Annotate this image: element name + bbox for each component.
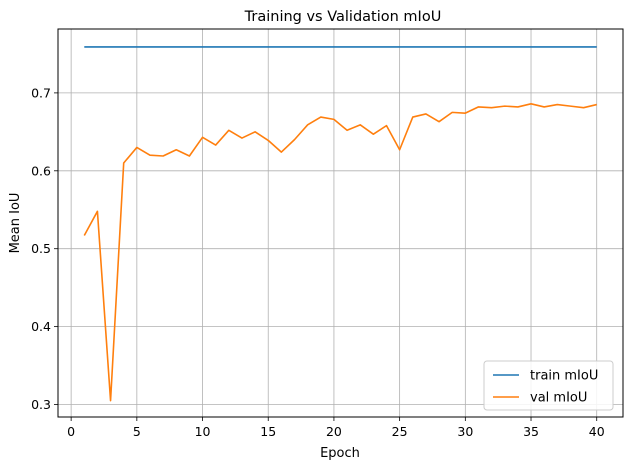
x-tick-label: 40 [589, 424, 605, 439]
y-tick-label: 0.7 [31, 85, 51, 100]
legend: train mIoU val mIoU [483, 360, 614, 411]
chart-title: Training vs Validation mIoU [244, 9, 442, 25]
x-tick-label: 25 [392, 424, 408, 439]
x-tick-label: 15 [260, 424, 276, 439]
x-tick-label: 20 [326, 424, 342, 439]
x-tick-label: 10 [195, 424, 211, 439]
y-tick-label: 0.3 [31, 397, 51, 412]
x-axis-title: Epoch [320, 446, 360, 461]
series-lines [83, 46, 597, 402]
y-tick-label: 0.5 [31, 241, 51, 256]
series-line-val-miou [83, 103, 597, 402]
x-tick-label: 0 [67, 424, 75, 439]
legend-label-val-miou: val mIoU [530, 391, 587, 406]
x-tick-label: 30 [457, 424, 473, 439]
x-tick-label: 5 [133, 424, 141, 439]
grid [58, 29, 623, 417]
y-axis-title: Mean IoU [8, 193, 23, 254]
y-tick-label: 0.6 [31, 163, 51, 178]
axis-ticks: 0 5 10 15 20 25 30 35 40 0.3 0.4 0.5 0.6 0.7 [31, 85, 605, 439]
x-tick-label: 35 [523, 424, 539, 439]
plot-area-frame [57, 28, 624, 418]
y-tick-label: 0.4 [31, 319, 51, 334]
legend-label-train-miou: train mIoU [530, 369, 598, 384]
